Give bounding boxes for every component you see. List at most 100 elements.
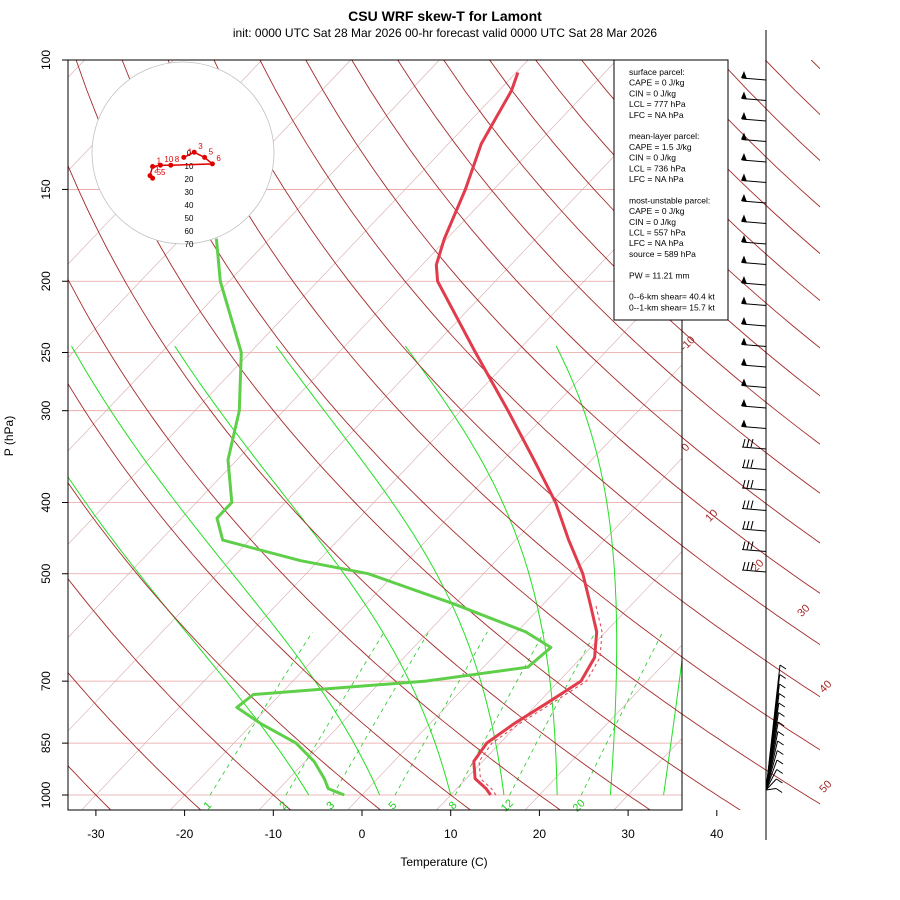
hodograph-point-label: 8 [175,155,180,164]
wind-barb-flag [777,731,785,736]
dewpoint-profile [214,238,553,797]
info-line: LCL = 736 hPa [629,163,686,173]
wind-barb-flag [742,541,746,550]
wind-barb-flag [746,561,750,571]
x-tick-label: -30 [87,827,105,841]
isotherm-line [791,60,900,811]
dry-adiabat-grid [68,60,900,811]
hodograph-point [150,164,156,169]
isotherm-line [68,60,617,639]
wind-barb-flag [777,740,784,746]
chart-title: CSU WRF skew-T for Lamont [348,8,542,24]
isotherm-line [524,644,682,810]
y-tick-label: 150 [39,179,53,199]
dry-adiabat [68,672,202,810]
isotherm-label: -10 [678,334,698,354]
hodograph-ring-label: 30 [185,188,194,197]
x-axis-label: Temperature (C) [400,855,487,869]
dry-adiabat [351,60,820,544]
hodograph-point-label: 1 [157,157,162,166]
info-line: LFC = NA hPa [629,174,684,184]
dry-adiabat [259,60,820,646]
wind-barb-pennant [741,214,747,223]
isotherm-line [169,270,682,810]
sounding-profiles [214,72,603,797]
wind-barb-column [741,30,787,840]
mixing-ratio-line [509,631,596,796]
info-line: CAPE = 0 J/kg [629,206,685,216]
isotherm-line [68,60,529,545]
temperature-profile [434,72,599,796]
hodograph-ring-label: 50 [185,214,194,223]
info-line: LCL = 557 hPa [629,228,686,238]
hodograph-ring-label: 60 [185,227,194,236]
info-line: mean-layer parcel: [629,131,699,141]
wind-barb-flag [776,759,784,765]
info-line: LCL = 777 hPa [629,99,686,109]
wind-barb-flag [742,479,746,489]
hodograph-ring-label: 20 [185,175,194,184]
hodograph-point-label: 2 [154,166,159,175]
y-tick-label: 100 [39,50,53,70]
y-tick-label: 850 [39,733,53,753]
wind-barb-pennant [741,112,747,120]
wind-barb-pennant [741,153,747,161]
wind-barb-pennant [741,317,747,325]
hodograph-point [150,175,156,181]
wind-barb-flag [779,664,787,670]
wind-barb-staff [741,446,767,450]
moist-adiabat [663,655,682,796]
dry-adiabat [68,578,292,810]
y-tick-label: 200 [39,271,53,291]
profile-lines [214,72,603,797]
dry-adiabat [305,60,820,594]
wind-barb-flag [778,712,785,717]
info-line: source = 589 hPa [629,249,696,259]
wind-barb-flag [742,459,746,468]
info-line: LFC = NA hPa [629,238,684,248]
dry-adiabat [718,60,820,162]
y-tick-label: 500 [39,563,53,583]
hodograph-point [157,162,163,168]
y-tick-label: 250 [39,342,53,362]
wind-barb-staff [741,467,767,470]
dry-adiabat [167,60,820,751]
wind-barb-staff [765,778,777,791]
wind-barb-pennant [741,358,747,366]
isotherm-line [347,457,682,810]
mixing-ratio-label: 12 [499,797,516,814]
mixing-ratio-line [209,631,313,796]
info-line: 0--6-km shear= 40.4 kt [629,292,715,302]
info-line: 0--1-km shear= 15.7 kt [629,302,715,312]
info-line: CIN = 0 J/kg [629,88,676,98]
wind-barb-pennant [741,399,747,407]
wind-barb-pennant [741,419,747,428]
y-axis-label: P (hPa) [2,416,16,456]
x-tick-label: 20 [533,827,547,841]
wind-barb-flag [750,561,754,571]
wind-barb-staff [765,759,778,791]
wind-barb-staff [741,528,767,532]
hodograph-point [202,154,208,160]
isotherm-line [68,60,440,452]
wind-barb-pennant [741,276,747,284]
wind-barb-pennant [741,132,747,141]
wind-barb-flag [742,438,746,448]
wind-barb-pennant [741,235,747,243]
x-tick-label: 40 [710,827,724,841]
hodograph-point-label: 3 [198,142,203,151]
dry-adiabat [857,60,900,811]
dry-adiabat [75,60,741,810]
info-line: CAPE = 1.5 J/kg [629,142,692,152]
wind-barb-flag [779,683,786,689]
wind-barb-flag [776,769,783,774]
wind-barb-flag [778,702,786,708]
plot-frame [67,59,683,811]
wind-barb-flag [746,520,750,530]
info-line: CIN = 0 J/kg [629,153,676,163]
hodograph-ring-label: 10 [185,162,194,171]
wind-barb-flag [742,520,746,530]
